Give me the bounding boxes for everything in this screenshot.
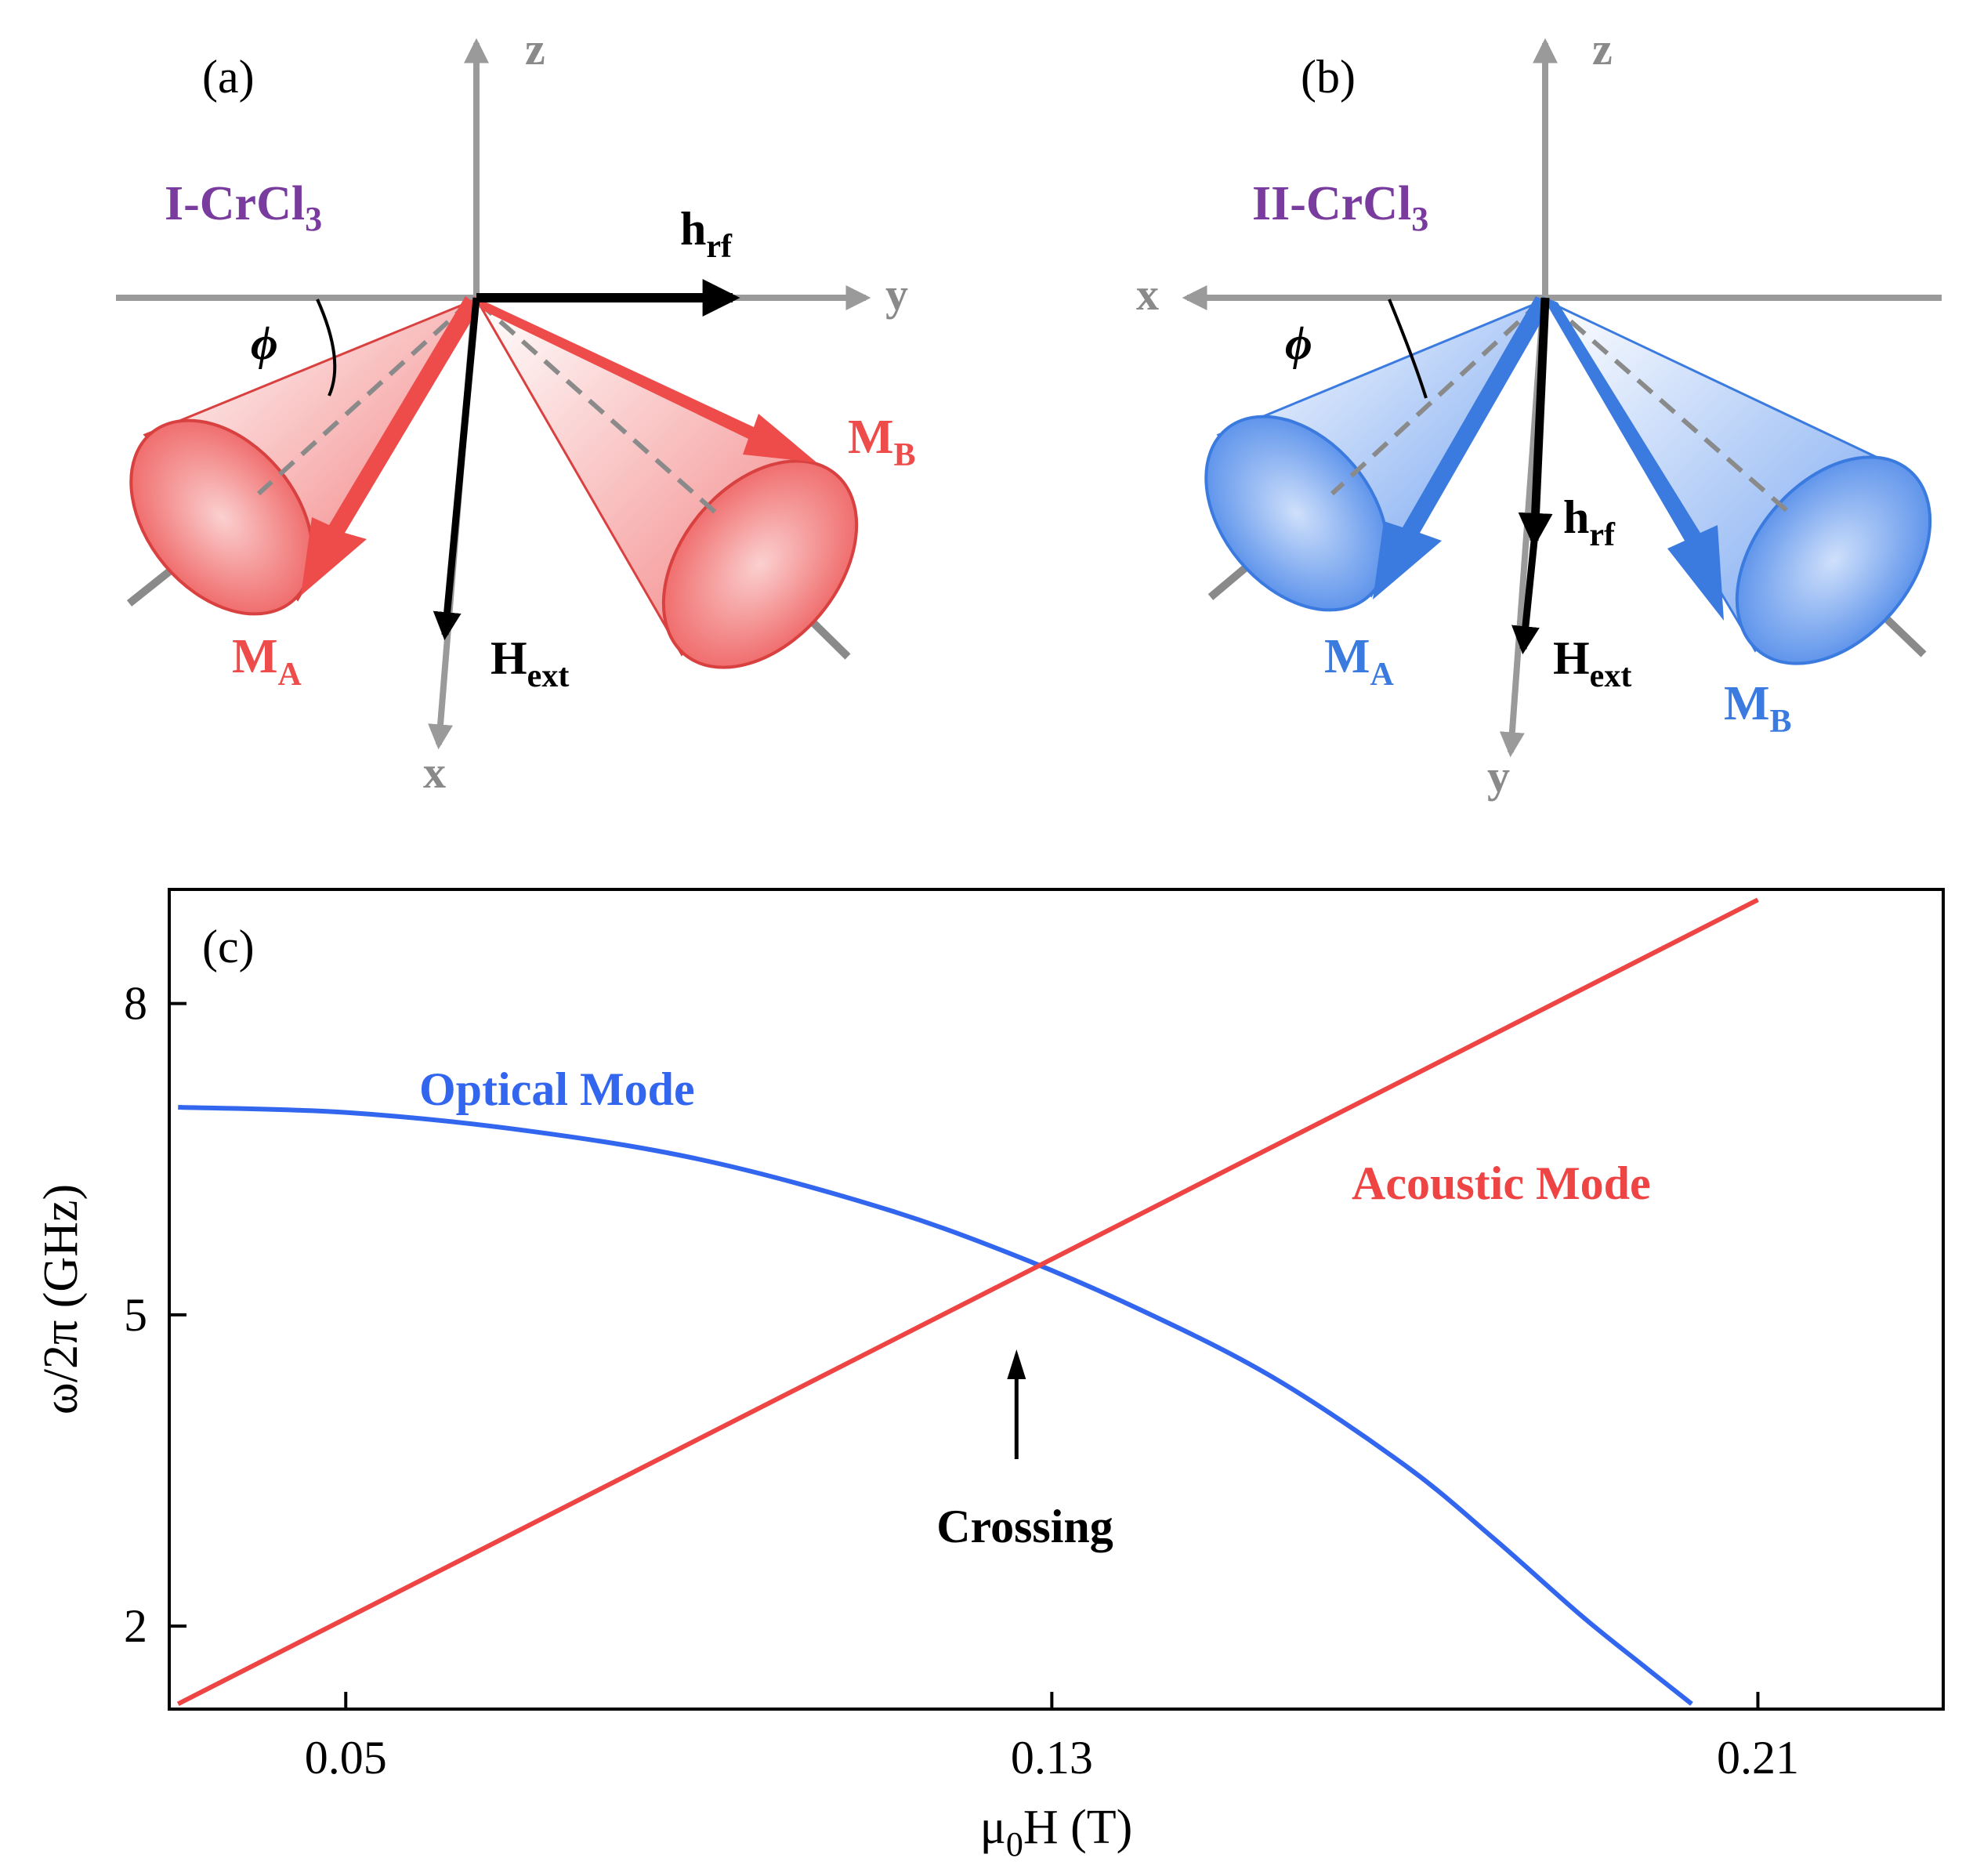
panel-b-hrf-label: hrf xyxy=(1563,491,1616,553)
panel-b: (b) z x y II-CrCl3 ϕ hrf Hext MA MB xyxy=(1136,24,1942,802)
crossing-arrow xyxy=(1007,1349,1026,1459)
optical-mode-label: Optical Mode xyxy=(419,1063,695,1115)
panel-b-mb-arrow xyxy=(1542,296,1724,621)
panel-b-angle-arc xyxy=(1388,299,1428,399)
panel-c-chart: (c) 0.05 0.13 0.21 258 μ0H (T) ω/2π (GHz) … xyxy=(34,888,1945,1863)
acoustic-mode-label: Acoustic Mode xyxy=(1352,1157,1651,1209)
panel-b-label: (b) xyxy=(1301,51,1356,103)
panel-b-ma-arrow xyxy=(1373,296,1551,599)
panel-b-cone-b xyxy=(1545,299,1932,665)
panel-a-z-label: z xyxy=(525,24,545,74)
panel-a-angle-label: ϕ xyxy=(251,317,278,369)
panel-a-ma-arrow xyxy=(301,296,480,596)
acoustic-mode-line xyxy=(176,897,1759,1707)
panel-b-mb-label: MB xyxy=(1724,677,1792,740)
panel-a-hrf-label: hrf xyxy=(680,203,733,265)
panel-a-angle-arc xyxy=(316,299,337,397)
y-tick-label: 2 xyxy=(124,1600,147,1652)
panel-a: (a) z y x I-CrCl3 ϕ h xyxy=(116,24,916,798)
panel-a-hext-arrow xyxy=(433,297,480,641)
panel-a-cone-a xyxy=(129,299,473,616)
panel-a-cone-b xyxy=(475,299,859,669)
panel-a-mb-arrow xyxy=(473,296,816,462)
plot-frame xyxy=(168,888,1945,1711)
x-tick-label: 0.21 xyxy=(1717,1732,1799,1784)
x-tick-label: 0.13 xyxy=(1011,1732,1093,1784)
panel-b-cone-a xyxy=(1204,299,1544,612)
panel-b-angle-label: ϕ xyxy=(1285,317,1312,369)
panel-a-label: (a) xyxy=(202,51,255,103)
x-axis-title: μ0H (T) xyxy=(980,1801,1133,1863)
crossing-label: Crossing xyxy=(936,1501,1113,1552)
panel-a-ma-label: MA xyxy=(232,630,302,693)
y-axis-title: ω/2π (GHz) xyxy=(34,1184,88,1414)
panel-a-mb-label: MB xyxy=(848,411,916,473)
panel-a-material: I-CrCl3 xyxy=(165,177,322,238)
panel-c-label: (c) xyxy=(202,921,255,972)
panel-b-hext-label: Hext xyxy=(1553,632,1631,694)
optical-mode-line xyxy=(178,1105,1693,1706)
panel-b-hext-arrow xyxy=(1511,540,1540,655)
crossing-arrow-head xyxy=(1007,1349,1026,1379)
panel-b-y-label: y xyxy=(1487,751,1510,802)
panel-a-hext-label: Hext xyxy=(491,632,569,694)
panel-b-z-label: z xyxy=(1592,24,1613,74)
panel-b-ma-label: MA xyxy=(1324,630,1395,693)
panel-a-y-label: y xyxy=(885,269,908,320)
y-tick-label: 8 xyxy=(124,978,147,1030)
panel-b-x-label: x xyxy=(1136,269,1159,320)
panel-b-hrf-arrow xyxy=(1518,297,1553,548)
panel-a-x-label: x xyxy=(423,747,446,798)
y-tick-label: 5 xyxy=(124,1289,147,1341)
x-tick-label: 0.05 xyxy=(305,1732,387,1784)
panel-b-material: II-CrCl3 xyxy=(1252,177,1428,238)
